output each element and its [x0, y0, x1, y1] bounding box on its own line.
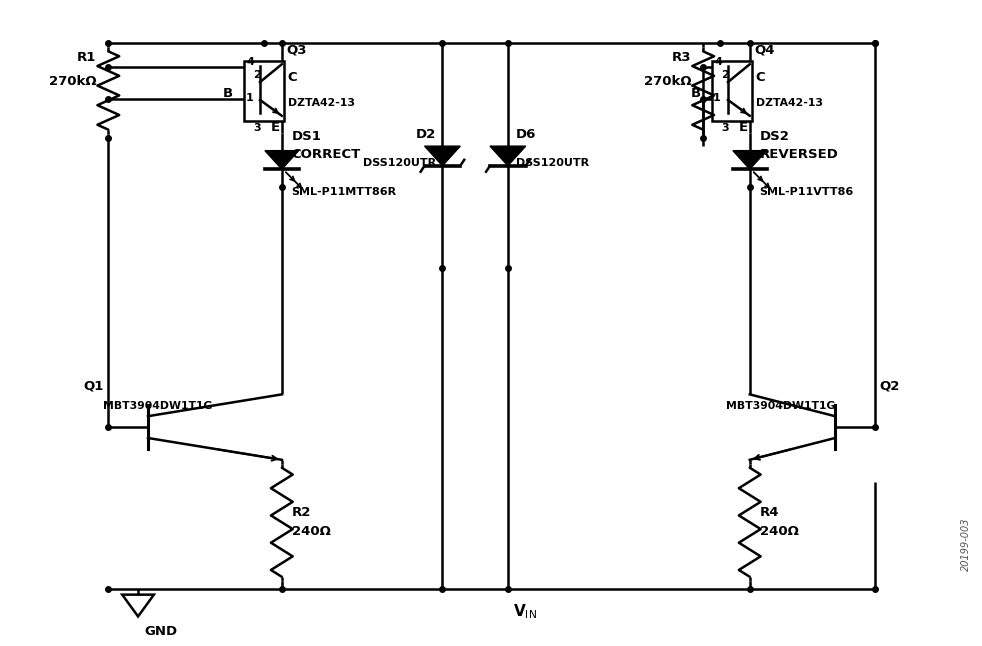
- Text: DS1: DS1: [292, 130, 321, 143]
- Text: Q1: Q1: [83, 379, 103, 392]
- Text: DZTA42-13: DZTA42-13: [756, 98, 823, 108]
- Text: DSS120UTR: DSS120UTR: [516, 158, 589, 168]
- Text: Q3: Q3: [287, 43, 307, 56]
- Text: 240Ω: 240Ω: [292, 525, 331, 538]
- Text: MBT3904DW1T1G: MBT3904DW1T1G: [726, 401, 836, 412]
- Text: REVERSED: REVERSED: [760, 148, 839, 161]
- Text: 20199-003: 20199-003: [960, 517, 971, 571]
- Text: Q2: Q2: [880, 379, 900, 392]
- Text: 1: 1: [246, 93, 253, 103]
- Text: GND: GND: [144, 625, 177, 638]
- Text: CORRECT: CORRECT: [292, 148, 361, 161]
- Text: 270kΩ: 270kΩ: [49, 75, 96, 88]
- Text: B: B: [223, 87, 234, 100]
- Polygon shape: [733, 151, 767, 169]
- Text: 4: 4: [714, 57, 722, 67]
- Text: 240Ω: 240Ω: [760, 525, 798, 538]
- Text: R3: R3: [672, 51, 691, 64]
- Text: SML-P11VTT86: SML-P11VTT86: [760, 187, 854, 196]
- Text: Q4: Q4: [755, 43, 775, 56]
- Bar: [712, 61, 752, 121]
- Text: 2: 2: [721, 70, 729, 80]
- Text: R4: R4: [760, 506, 779, 519]
- Bar: [245, 61, 284, 121]
- Polygon shape: [490, 146, 525, 166]
- Text: R1: R1: [77, 51, 96, 64]
- Text: 1: 1: [713, 93, 721, 103]
- Text: R2: R2: [292, 506, 311, 519]
- Text: E: E: [738, 121, 748, 134]
- Text: 3: 3: [721, 123, 729, 132]
- Text: B: B: [691, 87, 701, 100]
- Polygon shape: [424, 146, 461, 166]
- Text: C: C: [288, 71, 298, 84]
- Text: 270kΩ: 270kΩ: [643, 75, 691, 88]
- Text: SML-P11MTT86R: SML-P11MTT86R: [292, 187, 397, 196]
- Text: 4: 4: [246, 57, 254, 67]
- Text: D2: D2: [416, 128, 436, 141]
- Text: V$_{\rm IN}$: V$_{\rm IN}$: [513, 603, 537, 621]
- Text: DZTA42-13: DZTA42-13: [288, 98, 355, 108]
- Text: DS2: DS2: [760, 130, 790, 143]
- Text: E: E: [271, 121, 280, 134]
- Text: 2: 2: [253, 70, 261, 80]
- Text: D6: D6: [516, 128, 536, 141]
- Text: DSS120UTR: DSS120UTR: [363, 158, 436, 168]
- Text: C: C: [756, 71, 765, 84]
- Text: MBT3904DW1T1G: MBT3904DW1T1G: [103, 401, 213, 412]
- Polygon shape: [265, 151, 299, 169]
- Text: 3: 3: [253, 123, 261, 132]
